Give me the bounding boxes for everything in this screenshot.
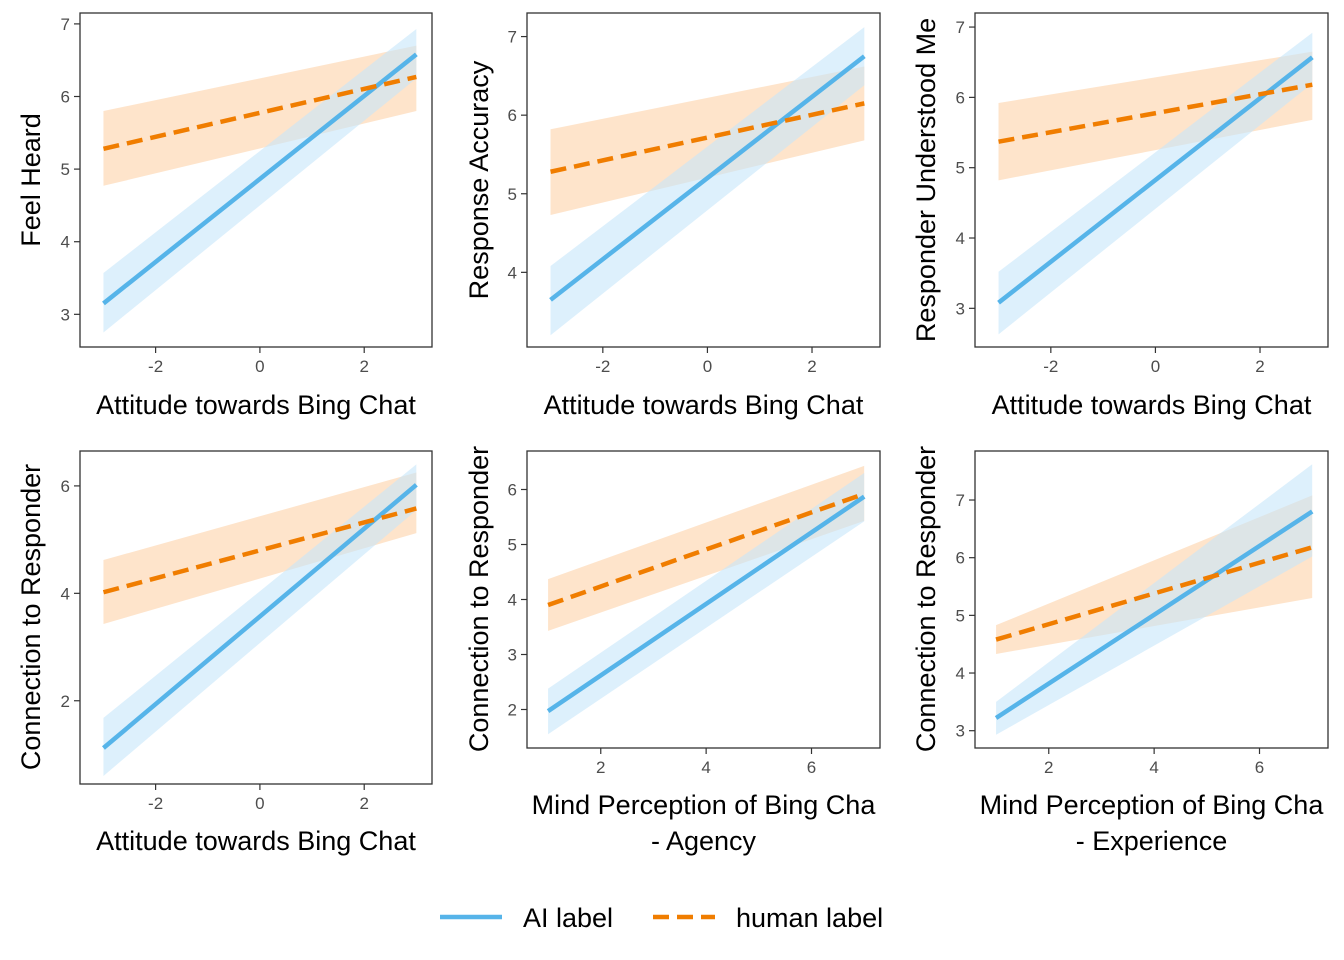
y-tick-label: 4 [61, 233, 70, 252]
panel-border [79, 12, 433, 348]
y-tick-label: 7 [956, 18, 965, 37]
x-tick-label: 0 [1151, 357, 1160, 376]
x-tick-label: 4 [701, 758, 710, 777]
y-tick-label: 6 [61, 88, 70, 107]
human-confidence-band [103, 472, 417, 624]
y-tick-label: 4 [61, 584, 70, 603]
ai-confidence-band [550, 27, 865, 336]
human-label-line [995, 545, 1313, 642]
x-axis-label: Attitude towards Bing Chat [96, 826, 416, 856]
x-tick-label: 2 [359, 794, 368, 813]
x-tick-label: 4 [1149, 758, 1158, 777]
x-tick-label: 6 [1255, 758, 1264, 777]
x-tick-label: 2 [1255, 357, 1264, 376]
y-tick-label: 5 [956, 159, 965, 178]
x-tick-label: 0 [255, 794, 264, 813]
panel-5: 2 4 6 2 3 4 5 6 Mind Perception of Bing Cha - Age… [464, 446, 881, 856]
y-tick-label: 2 [61, 692, 70, 711]
panel-border [974, 12, 1329, 348]
human-confidence-band [103, 45, 417, 186]
y-tick-label: 5 [508, 536, 517, 555]
ai-confidence-band [998, 32, 1313, 335]
x-tick-label: -2 [595, 357, 610, 376]
x-tick-label: -2 [148, 794, 163, 813]
x-tick-label: 2 [596, 758, 605, 777]
panel-3: -2 0 2 3 4 5 6 7 Attitude towards Bing Chat Respo… [911, 12, 1329, 420]
ai-confidence-band [103, 464, 417, 776]
human-label-line [102, 74, 417, 151]
x-axis-label: Attitude towards Bing Chat [544, 390, 864, 420]
y-axis-label: Feel Heard [16, 113, 46, 247]
y-tick-label: 5 [956, 606, 965, 625]
x-tick-label: 2 [807, 357, 816, 376]
x-tick-label: 6 [807, 758, 816, 777]
x-axis-label: - Agency [651, 826, 757, 856]
y-tick-label: 7 [508, 28, 517, 47]
y-tick-label: 3 [61, 305, 70, 324]
legend-item-ai: AI label [440, 903, 613, 933]
y-axis-label: Response Accuracy [464, 60, 494, 299]
panel-border [974, 450, 1329, 749]
y-tick-label: 6 [956, 549, 965, 568]
y-axis-label: Connection to Responder [911, 446, 941, 752]
x-tick-label: -2 [1043, 357, 1058, 376]
legend-label: AI label [523, 903, 613, 933]
human-confidence-band [548, 465, 865, 631]
human-label-line [102, 506, 417, 595]
human-label-line [998, 82, 1313, 144]
x-axis-label: Attitude towards Bing Chat [96, 390, 416, 420]
y-tick-label: 4 [508, 591, 517, 610]
x-tick-label: 0 [703, 357, 712, 376]
human-label-line [547, 491, 865, 608]
panel-1: -2 0 2 3 4 5 6 7 Attitude towards Bing Chat Feel … [16, 12, 433, 420]
x-tick-label: 2 [1044, 758, 1053, 777]
x-tick-label: -2 [148, 357, 163, 376]
y-tick-label: 4 [956, 664, 965, 683]
ai-label-line [546, 494, 866, 714]
y-tick-label: 5 [61, 160, 70, 179]
x-axis-label: - Experience [1076, 826, 1228, 856]
x-axis-label: Mind Perception of Bing Cha [532, 790, 877, 820]
ai-label-line [997, 55, 1314, 305]
y-tick-label: 3 [956, 299, 965, 318]
y-tick-label: 6 [956, 88, 965, 107]
panel-border [79, 450, 433, 785]
panel-border [526, 12, 881, 348]
y-tick-label: 4 [508, 263, 517, 282]
x-tick-label: 2 [359, 357, 368, 376]
legend: AI label human label [440, 903, 883, 933]
x-tick-label: 0 [255, 357, 264, 376]
y-tick-label: 7 [956, 491, 965, 510]
y-tick-label: 6 [508, 106, 517, 125]
y-tick-label: 3 [956, 722, 965, 741]
y-tick-label: 6 [508, 481, 517, 500]
y-axis-label: Connection to Responder [464, 446, 494, 752]
ai-label-line [102, 52, 418, 306]
panel-6: 2 4 6 3 4 5 6 7 Mind Perception of Bing Cha - Exp… [911, 446, 1329, 856]
y-tick-label: 6 [61, 477, 70, 496]
y-tick-label: 5 [508, 185, 517, 204]
x-axis-label: Mind Perception of Bing Cha [980, 790, 1325, 820]
legend-label: human label [736, 903, 883, 933]
ai-label-line [994, 509, 1314, 720]
ai-label-line [549, 54, 866, 302]
legend-item-human: human label [653, 903, 883, 933]
panel-2: -2 0 2 4 5 6 7 Attitude towards Bing Chat Respon… [464, 12, 881, 420]
y-axis-label: Responder Understood Me [911, 18, 941, 342]
ai-label-line [102, 483, 418, 750]
panel-4: -2 0 2 2 4 6 Attitude towards Bing Chat Connect… [16, 450, 433, 856]
human-confidence-band [998, 51, 1313, 181]
y-tick-label: 4 [956, 229, 965, 248]
y-tick-label: 3 [508, 646, 517, 665]
y-tick-label: 7 [61, 15, 70, 34]
human-label-line [550, 101, 865, 174]
y-axis-label: Connection to Responder [16, 464, 46, 770]
x-axis-label: Attitude towards Bing Chat [992, 390, 1312, 420]
y-tick-label: 2 [508, 701, 517, 720]
